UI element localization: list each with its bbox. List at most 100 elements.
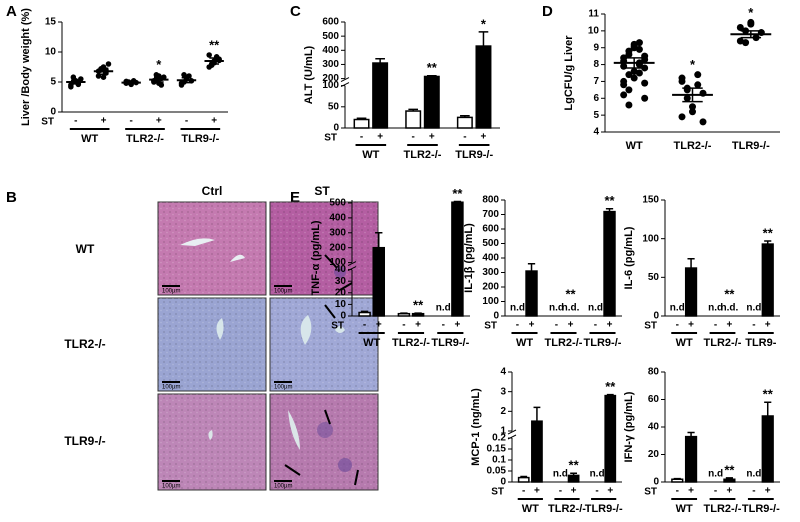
y-tick-label: 600 [322, 17, 339, 28]
group-label: TLR2-/- [548, 503, 586, 515]
value-label: n.d [670, 303, 685, 314]
bar [372, 62, 389, 129]
data-point [630, 42, 638, 50]
infiltrate [338, 458, 352, 472]
data-point [678, 113, 686, 121]
bar [372, 246, 386, 317]
panel-label: A [6, 3, 17, 20]
error-bar [126, 80, 137, 85]
error-bar [570, 472, 578, 476]
error-bar [764, 401, 772, 416]
y-tick-label: 100 [482, 296, 499, 307]
bar [353, 118, 370, 129]
scale-bars [162, 285, 292, 482]
panel-label: E [290, 189, 300, 206]
row-label: TLR2-/- [64, 337, 105, 351]
treatment-label: ST [644, 487, 657, 498]
error-bar [209, 57, 220, 65]
bar [604, 394, 617, 483]
data-point [153, 72, 160, 78]
level-label: + [765, 486, 771, 497]
y-axis-label: IFN-γ (pg/mL) [623, 391, 635, 462]
axis-break [347, 261, 357, 267]
y-tick-label: 600 [482, 224, 499, 235]
column-label: ST [314, 184, 330, 198]
error-bar [740, 30, 762, 39]
bar [456, 116, 473, 129]
row-label: TLR9-/- [64, 434, 105, 448]
group-label: TLR2-/- [126, 133, 164, 145]
level-label: - [74, 116, 77, 127]
y-tick-label: 0 [653, 311, 659, 322]
level-label: - [442, 320, 445, 331]
group-label: TLR9-/- [585, 503, 623, 515]
bar [684, 267, 698, 317]
significance: * [690, 57, 696, 72]
texture [270, 202, 378, 295]
level-label: + [607, 486, 613, 497]
y-tick-label: 40 [335, 264, 347, 275]
value-label: n.d. [562, 303, 580, 314]
level-label: + [376, 320, 382, 331]
group-label: TLR9-/- [181, 133, 219, 145]
data-point [694, 71, 702, 79]
y-tick-label: 400 [482, 253, 499, 264]
y-axis-label: Liver /Body weight (%) [20, 8, 32, 126]
texture [158, 298, 266, 391]
level-label: + [534, 486, 540, 497]
bar [603, 210, 616, 317]
group-label: TLR9-/- [742, 503, 780, 515]
y-tick-label: 0.2 [492, 433, 506, 444]
y-tick-label: 500 [329, 198, 346, 209]
y-tick-label: 300 [482, 267, 499, 278]
group-label: WT [626, 140, 643, 152]
data-point [635, 69, 643, 77]
level-label: - [714, 320, 717, 331]
bar [671, 478, 684, 483]
y-tick-label: 800 [482, 195, 499, 206]
value-label: n.d [510, 303, 525, 314]
y-tick-label: 11 [588, 9, 599, 20]
level-label: + [377, 132, 383, 143]
significance: ** [427, 60, 438, 75]
level-label: - [363, 320, 366, 331]
y-tick-label: 0.1 [492, 455, 506, 466]
row-label: WT [76, 242, 95, 256]
value-label: n.d [436, 303, 451, 314]
y-tick-label: 3 [500, 386, 506, 397]
error-bar [478, 31, 489, 47]
data-point [678, 77, 686, 85]
group-label: TLR2-/- [545, 337, 583, 349]
y-tick-label: 150 [642, 195, 659, 206]
y-tick-label: 0 [333, 123, 339, 134]
group-label: TLR9- [745, 337, 777, 349]
y-tick-label: 100 [329, 257, 346, 268]
y-tick-label: 0 [653, 477, 659, 488]
group-label: WT [676, 503, 693, 515]
y-tick-label: 10 [335, 299, 347, 310]
bar [405, 110, 422, 129]
data-point [100, 74, 107, 80]
y-tick-label: 200 [322, 73, 339, 84]
treatment-label: ST [491, 487, 504, 498]
y-tick-label: 6 [593, 93, 599, 104]
treatment-label: ST [324, 133, 337, 144]
axis-break [507, 429, 517, 435]
treatment-label: ST [41, 117, 54, 128]
error-bar [605, 207, 614, 212]
bar [517, 476, 530, 483]
y-tick-label: 4 [500, 367, 506, 378]
infiltrate [317, 422, 333, 438]
level-label: - [516, 320, 519, 331]
scale-label: 100µm [274, 484, 292, 490]
axis-break [340, 77, 350, 83]
group-label: WT [363, 337, 380, 349]
level-label: + [101, 116, 107, 127]
value-label: n.d [708, 303, 723, 314]
significance: ** [569, 458, 580, 473]
level-label: - [129, 116, 132, 127]
y-tick-label: 0.05 [487, 466, 507, 477]
y-tick-label: 400 [329, 213, 346, 224]
scale-label: 100µm [274, 385, 292, 391]
